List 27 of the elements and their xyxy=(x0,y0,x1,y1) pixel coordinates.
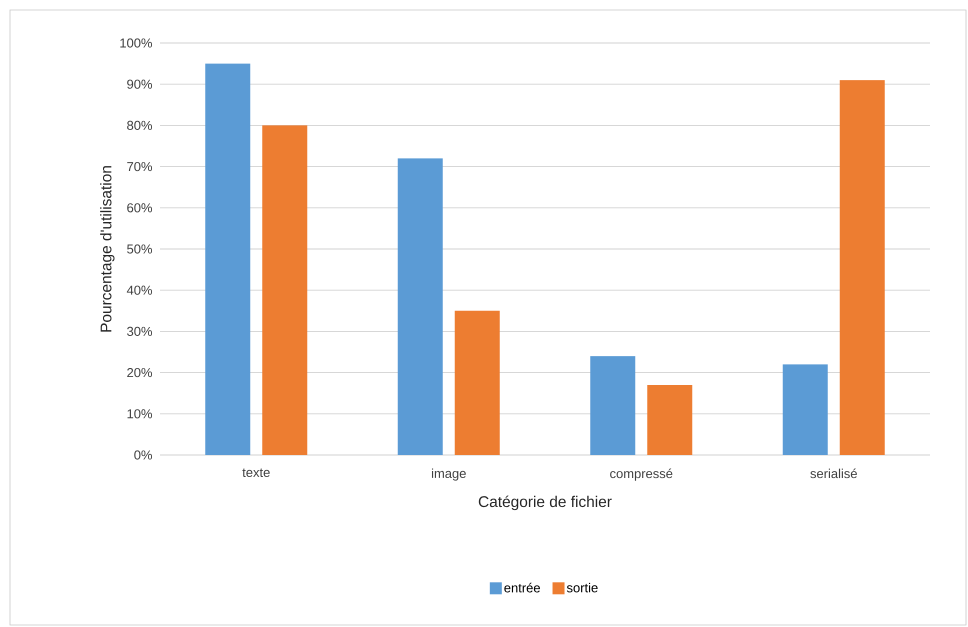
y-axis-title: Pourcentage d'utilisation xyxy=(100,166,115,332)
bar xyxy=(590,356,636,455)
y-tick-label: 70% xyxy=(127,162,152,172)
bar xyxy=(454,310,500,455)
bar xyxy=(647,384,692,455)
bar xyxy=(262,125,308,455)
bar xyxy=(398,158,443,455)
y-tick-label: 30% xyxy=(127,326,152,336)
x-tick-label: compressé xyxy=(610,468,672,481)
legend-label: sortie xyxy=(566,582,598,592)
legend-label: entrée xyxy=(504,582,540,592)
y-tick-label: 100% xyxy=(120,38,152,48)
y-tick-label: 20% xyxy=(127,368,152,378)
x-tick-label: image xyxy=(432,468,466,481)
y-tick-label: 10% xyxy=(128,409,152,418)
y-tick-label: 90% xyxy=(127,80,152,89)
y-tick-label: 60% xyxy=(127,203,152,212)
bar xyxy=(840,80,885,455)
x-tick-label: texte xyxy=(242,468,270,478)
x-tick-label: serialisé xyxy=(810,468,857,478)
x-axis-title: Catégorie de fichier xyxy=(478,496,612,510)
y-tick-label: 80% xyxy=(127,120,152,130)
bar xyxy=(782,364,828,455)
y-tick-label: 40% xyxy=(126,286,152,295)
y-tick-label: 50% xyxy=(127,244,152,254)
bar xyxy=(205,64,250,455)
y-tick-label: 0% xyxy=(134,450,152,460)
